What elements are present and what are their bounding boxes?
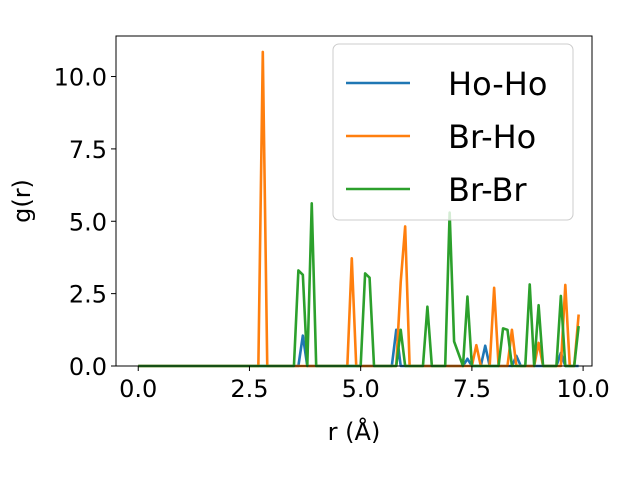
legend-box bbox=[332, 43, 574, 221]
x-tick-label: 5.0 bbox=[342, 375, 380, 403]
y-tick-label: 2.5 bbox=[69, 281, 107, 309]
x-tick-label: 0.0 bbox=[119, 375, 157, 403]
y-tick-label: 0.0 bbox=[69, 353, 107, 381]
legend-label-br-br: Br-Br bbox=[448, 171, 527, 209]
x-axis-label: r (Å) bbox=[328, 417, 381, 446]
x-tick-label: 2.5 bbox=[230, 375, 268, 403]
legend-label-br-ho: Br-Ho bbox=[448, 118, 536, 156]
y-tick-label: 5.0 bbox=[69, 208, 107, 236]
plot-frame bbox=[115, 35, 593, 367]
y-tick-label: 7.5 bbox=[69, 136, 107, 164]
x-tick-label: 7.5 bbox=[453, 375, 491, 403]
y-axis-ticks: 0.0 2.5 5.0 7.5 10.0 bbox=[54, 64, 116, 381]
x-axis-ticks: 0.0 2.5 5.0 7.5 10.0 bbox=[119, 366, 610, 403]
y-axis-label: g(r) bbox=[8, 179, 36, 223]
legend-label-ho-ho: Ho-Ho bbox=[448, 65, 547, 103]
y-tick-label: 10.0 bbox=[54, 64, 107, 92]
legend: Ho-Ho Br-Ho Br-Br bbox=[332, 43, 574, 221]
x-tick-label: 10.0 bbox=[556, 375, 609, 403]
